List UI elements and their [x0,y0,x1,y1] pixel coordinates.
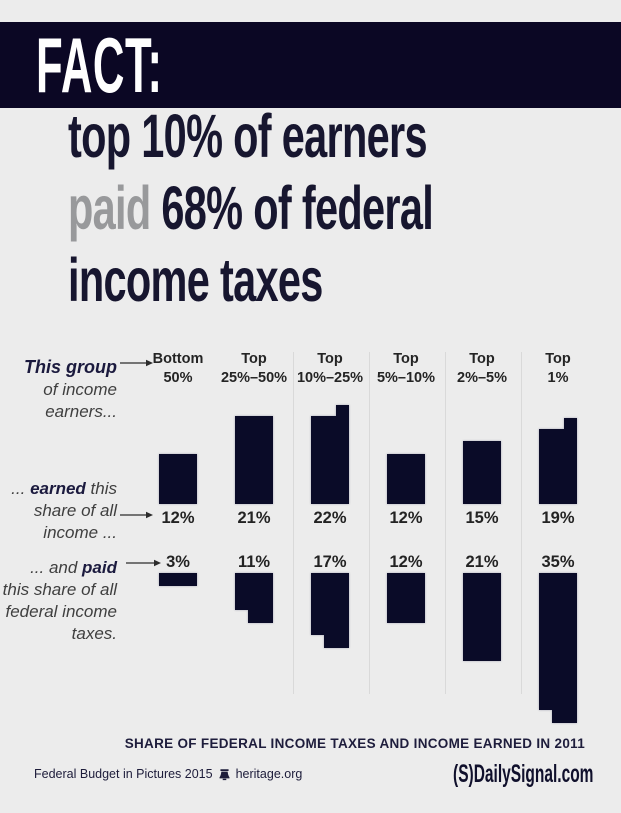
paid-bar-main [387,573,425,623]
tax-income-chart: This group of income earners... ... earn… [0,340,621,770]
earned-value-label: 15% [465,509,499,527]
paid-bar-notch [539,573,552,710]
paid-value-label: 12% [389,553,423,571]
column-header: Top 1% [545,351,571,386]
row-label-earned: ... earned this share of all income ... [0,478,117,544]
earned-bar [235,416,273,504]
headline-line2: paid 68% of federal [68,172,434,244]
earned-value-label: 12% [389,509,423,527]
fact-label: FACT: [36,21,163,109]
row-label-paid-line4: taxes. [71,624,117,643]
column-divider [369,352,370,694]
earned-bar-main [463,441,501,504]
earned-value-label: 12% [161,509,195,527]
earned-value-label: 22% [313,509,347,527]
paid-bar-main [463,573,501,661]
earned-value-label: 21% [237,509,271,527]
row-label-earned-line2: share of all [33,501,117,520]
paid-value-label: 17% [313,553,347,571]
footer-credit-text: Federal Budget in Pictures 2015 [34,767,213,781]
row-label-earned-bold: earned [30,479,86,498]
earned-bar-main [235,416,273,504]
dailysignal-s-mark: (S) [452,760,474,788]
earned-bar [387,453,425,504]
headline: top 10% of earners paid 68% of federal i… [68,100,434,316]
earned-bar-step [564,417,577,504]
row-label-group-line3: earners... [45,402,117,421]
dailysignal-name: DailySignal.com [473,760,593,788]
row-label-earned-line3: income ... [43,523,117,542]
column-header: Top 2%–5% [457,351,507,386]
paid-bar-main [324,573,349,648]
earned-bar-main [387,453,425,504]
earned-bar-main [159,453,197,504]
paid-value-label: 35% [541,553,575,571]
paid-value-label: 21% [465,553,499,571]
column-divider [445,352,446,694]
paid-bar [159,573,197,586]
chart-caption: SHARE OF FEDERAL INCOME TAXES AND INCOME… [124,736,585,751]
row-label-group: This group of income earners... [0,356,117,423]
paid-bar-notch [235,573,248,610]
row-label-paid-prefix: ... and [30,558,83,577]
headline-line1: top 10% of earners [68,102,428,170]
column-header: Top 5%–10% [376,351,436,386]
paid-value-label: 3% [166,553,190,571]
row-label-earned-suffix: this [85,479,117,498]
column-divider [521,352,522,694]
column-divider [293,352,294,694]
arrow-icon [120,358,154,368]
heritage-link[interactable]: heritage.org [235,767,303,781]
column-header: Bottom 50% [152,351,204,386]
headline-paid-word: paid [68,174,151,242]
paid-bar-notch [311,573,324,635]
earned-bar [159,453,197,504]
earned-value-label: 19% [541,509,575,527]
row-label-group-line2: of income [43,380,117,399]
paid-value-label: 11% [237,553,271,571]
earned-bar [463,441,501,504]
earned-bar [539,417,577,504]
paid-bar [539,573,577,723]
earned-bar-step [336,405,349,504]
fact-banner: FACT: [0,22,621,108]
footer-credit: Federal Budget in Pictures 2015 heritage… [34,767,302,781]
row-label-earned-prefix: ... [11,479,31,498]
paid-bar-main [248,573,273,623]
arrow-icon [126,558,162,568]
row-label-paid-bold: paid [82,558,117,577]
row-label-paid: ... and paid this share of all federal i… [0,557,117,645]
column-header: Top 25%–50% [220,351,288,386]
earned-bar [311,405,349,504]
paid-bar-main [552,573,577,723]
row-label-paid-line2: this share of all [2,580,117,599]
headline-line2-rest: 68% of federal [150,174,434,242]
paid-bar [387,573,425,623]
dailysignal-logo[interactable]: (S)DailySignal.com [453,759,593,789]
row-label-paid-line3: federal income [5,602,117,621]
heritage-bell-icon [219,768,230,780]
arrow-icon [120,510,154,520]
paid-bar [463,573,501,661]
column-header: Top 10%–25% [296,351,364,386]
paid-bar [235,573,273,623]
paid-bar [311,573,349,648]
headline-line3: income taxes [68,246,323,314]
row-label-group-bold: This group [24,357,117,377]
paid-bar-main [159,573,197,586]
